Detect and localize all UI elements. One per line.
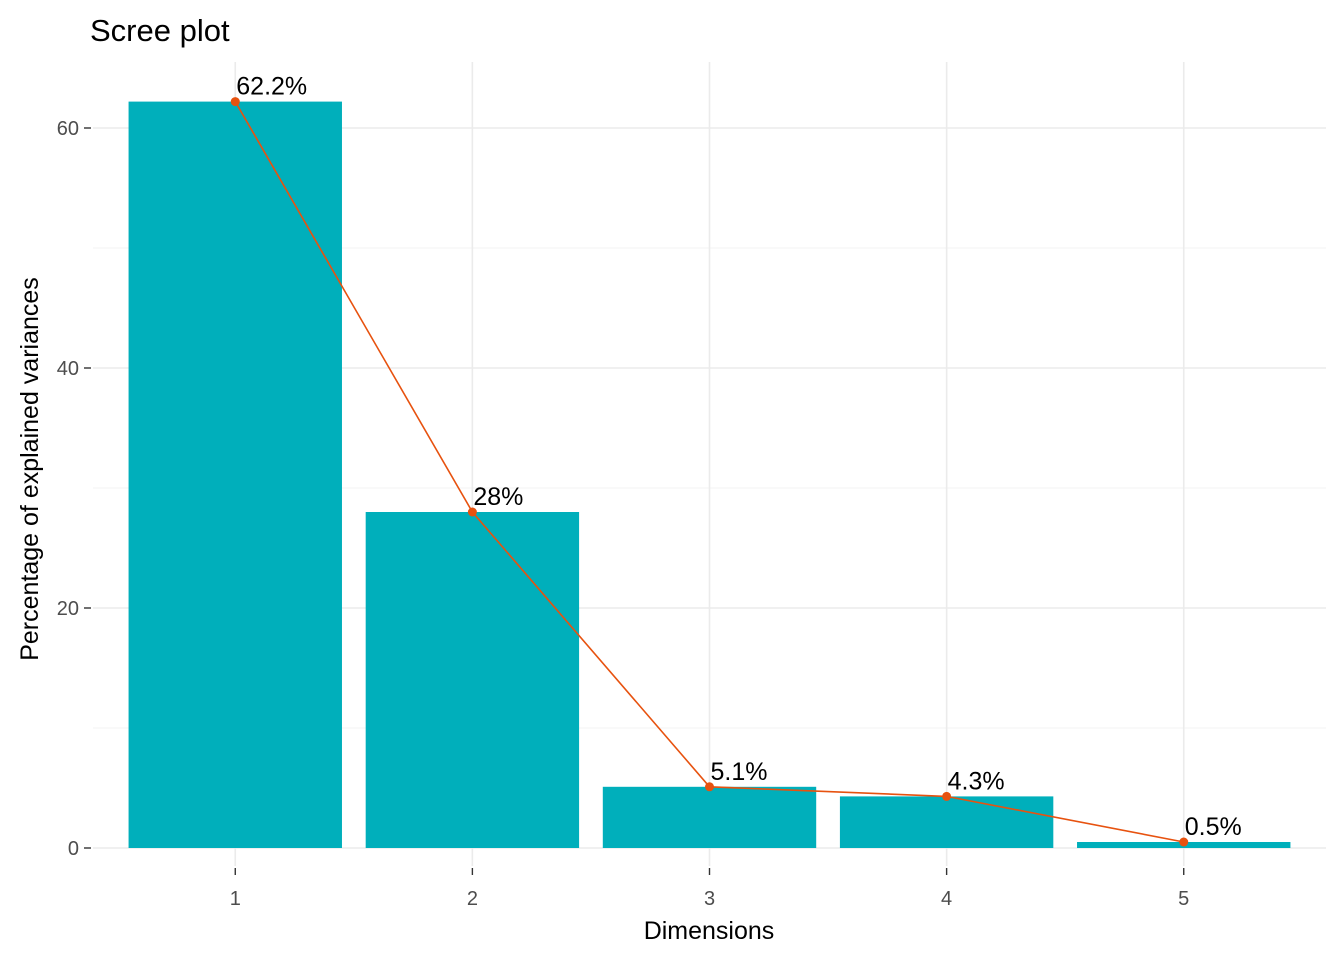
y-axis: 0 20 40 60	[57, 118, 91, 860]
y-tick-label-60: 60	[57, 118, 79, 140]
bar-dim-3	[602, 786, 817, 848]
point-dim-1	[230, 97, 240, 107]
x-axis-title: Dimensions	[644, 917, 775, 945]
data-label-dim-3: 5.1%	[711, 758, 768, 786]
bars	[128, 101, 1291, 849]
y-tick-label-20: 20	[57, 598, 79, 620]
chart-title: Scree plot	[90, 13, 230, 48]
data-label-dim-4: 4.3%	[948, 767, 1005, 795]
data-labels: 62.2% 28% 5.1% 4.3% 0.5%	[236, 73, 1241, 841]
point-dim-5	[1179, 837, 1189, 847]
x-tick-label-5: 5	[1178, 888, 1189, 910]
bar-dim-1	[128, 101, 342, 849]
x-axis: 1 2 3 4 5	[230, 868, 1189, 910]
data-label-dim-5: 0.5%	[1185, 813, 1242, 841]
variance-points	[230, 97, 1189, 847]
data-label-dim-1: 62.2%	[236, 73, 307, 101]
x-tick-label-4: 4	[941, 888, 952, 910]
x-tick-label-3: 3	[704, 888, 715, 910]
point-dim-4	[942, 791, 952, 801]
y-tick-label-40: 40	[57, 358, 79, 380]
y-tick-label-0: 0	[68, 838, 79, 860]
x-tick-label-2: 2	[467, 888, 478, 910]
bar-dim-4	[839, 796, 1054, 848]
data-label-dim-2: 28%	[473, 483, 523, 511]
point-dim-3	[705, 782, 714, 792]
point-dim-2	[467, 507, 477, 517]
x-tick-label-1: 1	[230, 888, 241, 910]
y-axis-title: Percentage of explained variances	[16, 277, 44, 661]
bar-dim-2	[365, 512, 580, 848]
